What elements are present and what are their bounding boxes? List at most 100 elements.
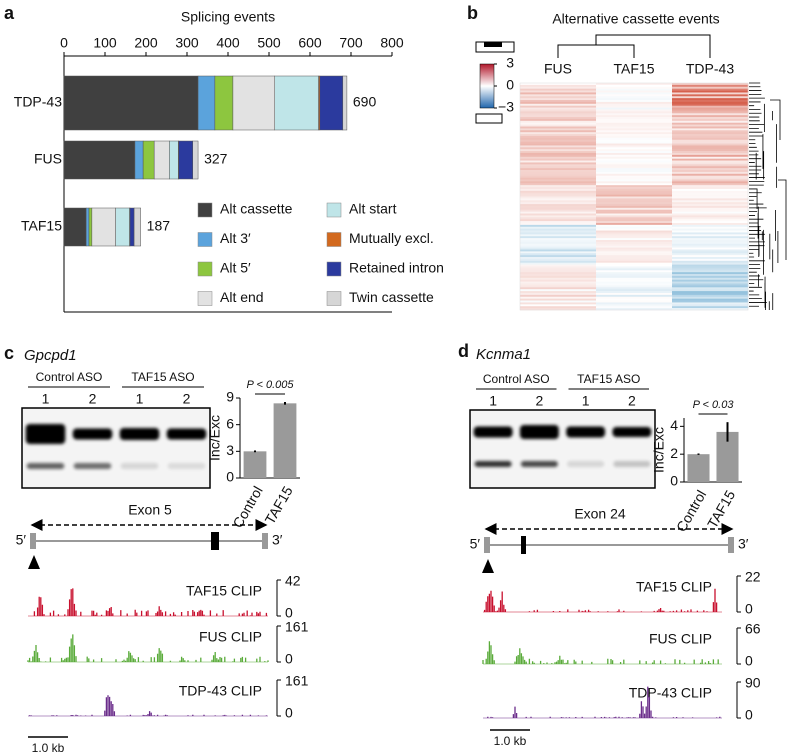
gel-band bbox=[473, 426, 513, 438]
x-tick-label: 800 bbox=[380, 35, 404, 51]
heatmap-cell bbox=[672, 94, 749, 97]
heatmap-cell bbox=[596, 107, 673, 110]
heatmap-cell bbox=[596, 306, 673, 309]
x-tick-label: 0 bbox=[60, 35, 68, 51]
heatmap-cell bbox=[520, 168, 597, 171]
heatmap-cell bbox=[596, 279, 673, 282]
heatmap-cell bbox=[672, 215, 749, 218]
heatmap-cell bbox=[672, 171, 749, 175]
heatmap-cell bbox=[672, 168, 749, 171]
heatmap-cell bbox=[596, 92, 673, 95]
legend-label: Alt cassette bbox=[220, 201, 293, 217]
heatmap-cell bbox=[596, 285, 673, 288]
heatmap-cell bbox=[520, 257, 597, 260]
heatmap-cell bbox=[596, 294, 673, 298]
heatmap-cell bbox=[596, 198, 673, 201]
chart-title: Splicing events bbox=[181, 9, 275, 25]
heatmap-cell bbox=[672, 196, 749, 199]
gel-band bbox=[120, 463, 159, 469]
x-tick-label: 400 bbox=[216, 35, 240, 51]
y-tick-label: 2 bbox=[670, 445, 678, 461]
bar-segment bbox=[133, 207, 141, 247]
heatmap-cell bbox=[520, 194, 597, 197]
gel-group-label: Control ASO bbox=[483, 372, 550, 386]
heatmap-cell bbox=[520, 294, 597, 298]
legend-label: Retained intron bbox=[349, 260, 444, 276]
heatmap-cell bbox=[672, 103, 749, 106]
heatmap-cell bbox=[596, 190, 673, 194]
heatmap-cell bbox=[520, 105, 597, 108]
x-tick-label: Control bbox=[673, 487, 709, 534]
heatmap-cell bbox=[520, 200, 597, 203]
gene-name: Kcnma1 bbox=[476, 346, 531, 363]
heatmap-cell bbox=[596, 236, 673, 239]
heatmap-cell bbox=[596, 128, 673, 131]
heatmap-cell bbox=[596, 137, 673, 141]
legend-label: Twin cassette bbox=[349, 289, 434, 305]
heatmap-cell bbox=[672, 294, 749, 298]
heatmap-cell bbox=[672, 98, 749, 101]
heatmap-cell bbox=[520, 262, 597, 265]
heatmap-cell bbox=[596, 130, 673, 133]
lane-label: 2 bbox=[89, 391, 97, 407]
heatmap-cell bbox=[520, 287, 597, 290]
track-max: 161 bbox=[285, 619, 309, 635]
heatmap-cell bbox=[672, 126, 749, 129]
heatmap-cell bbox=[520, 185, 597, 188]
scale-label: 1.0 kb bbox=[494, 734, 527, 748]
heatmap-cell bbox=[596, 145, 673, 148]
end-label: 5′ bbox=[470, 536, 481, 552]
gel-band bbox=[26, 463, 65, 469]
heatmap-cell bbox=[672, 232, 749, 235]
bar-segment bbox=[88, 207, 93, 247]
heatmap-cell bbox=[520, 275, 597, 279]
heatmap-cell bbox=[672, 122, 749, 125]
total-label: 327 bbox=[204, 151, 228, 167]
heatmap-cell bbox=[672, 139, 749, 142]
column-label: TAF15 bbox=[614, 61, 655, 77]
bar-segment bbox=[319, 75, 344, 131]
heatmap-cell bbox=[520, 296, 597, 299]
heatmap-cell bbox=[520, 211, 597, 214]
heatmap-cell bbox=[672, 115, 749, 118]
heatmap-cell bbox=[520, 251, 597, 254]
heatmap-cell bbox=[672, 255, 749, 258]
heatmap-cell bbox=[672, 228, 749, 231]
heatmap-cell bbox=[596, 266, 673, 269]
heatmap-cell bbox=[596, 173, 673, 176]
site-arrow bbox=[482, 559, 494, 573]
heatmap-cell bbox=[520, 205, 597, 209]
track-label: FUS CLIP bbox=[649, 631, 712, 647]
heatmap-cell bbox=[672, 160, 749, 163]
heatmap-cell bbox=[596, 187, 673, 190]
gel-band bbox=[613, 461, 651, 467]
heatmap-cell bbox=[596, 283, 673, 286]
heatmap-cell bbox=[596, 211, 673, 214]
heatmap-cell bbox=[596, 251, 673, 254]
lane-label: 1 bbox=[489, 393, 497, 409]
legend-label: Alt start bbox=[349, 201, 397, 217]
heatmap-cell bbox=[672, 241, 749, 245]
heatmap-cell bbox=[672, 175, 749, 178]
gel bbox=[469, 409, 656, 489]
heatmap-cell bbox=[520, 226, 597, 229]
heatmap-cell bbox=[596, 194, 673, 197]
heatmap-cell bbox=[672, 217, 749, 220]
heatmap-cell bbox=[672, 141, 749, 144]
heatmap-cell bbox=[672, 194, 749, 197]
legend-swatch bbox=[326, 291, 342, 306]
heatmap-cell bbox=[596, 304, 673, 307]
heatmap-cell bbox=[520, 143, 597, 146]
heatmap-cell bbox=[596, 298, 673, 301]
heatmap-cell bbox=[672, 209, 749, 212]
heatmap-cell bbox=[520, 120, 597, 124]
heatmap-cell bbox=[596, 219, 673, 222]
gel-band bbox=[519, 425, 559, 439]
bar-segment bbox=[342, 75, 348, 131]
gel-band bbox=[72, 428, 113, 440]
heatmap-cell bbox=[520, 291, 597, 294]
heatmap-cell bbox=[596, 275, 673, 279]
heatmap-cell bbox=[520, 249, 597, 252]
heatmap-cell bbox=[596, 117, 673, 120]
heatmap-cell bbox=[672, 268, 749, 271]
